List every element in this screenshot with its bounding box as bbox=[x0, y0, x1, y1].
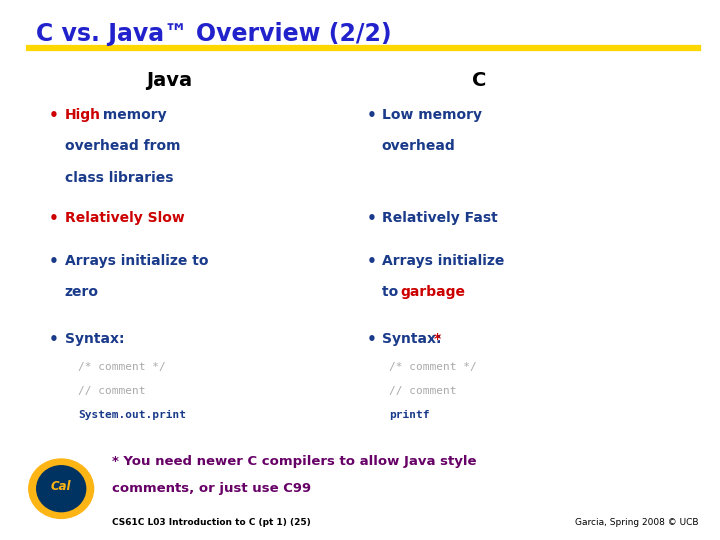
Text: •: • bbox=[49, 108, 59, 123]
Text: Relatively Fast: Relatively Fast bbox=[382, 211, 498, 225]
Text: System.out.print: System.out.print bbox=[78, 410, 186, 421]
Text: to: to bbox=[382, 285, 402, 299]
Text: /* comment */: /* comment */ bbox=[389, 362, 477, 372]
Text: // comment: // comment bbox=[389, 386, 456, 396]
Text: CS61C L03 Introduction to C (pt 1) (25): CS61C L03 Introduction to C (pt 1) (25) bbox=[112, 518, 310, 528]
Text: overhead: overhead bbox=[382, 139, 455, 153]
Text: •: • bbox=[49, 211, 59, 226]
Text: •: • bbox=[367, 211, 377, 226]
Text: Syntax:: Syntax: bbox=[382, 332, 446, 346]
Text: •: • bbox=[367, 108, 377, 123]
Text: printf: printf bbox=[389, 410, 429, 421]
Text: Low memory: Low memory bbox=[382, 108, 482, 122]
Ellipse shape bbox=[29, 459, 94, 518]
Text: Cal: Cal bbox=[51, 480, 71, 492]
Text: comments, or just use C99: comments, or just use C99 bbox=[112, 482, 311, 495]
Text: •: • bbox=[49, 332, 59, 347]
Text: Java: Java bbox=[146, 71, 192, 90]
Text: *: * bbox=[433, 332, 441, 346]
Text: Garcia, Spring 2008 © UCB: Garcia, Spring 2008 © UCB bbox=[575, 518, 698, 528]
Text: •: • bbox=[367, 254, 377, 269]
Text: class libraries: class libraries bbox=[65, 171, 174, 185]
Text: memory: memory bbox=[98, 108, 166, 122]
Text: overhead from: overhead from bbox=[65, 139, 180, 153]
Text: •: • bbox=[367, 332, 377, 347]
Ellipse shape bbox=[37, 465, 86, 512]
Text: Relatively Slow: Relatively Slow bbox=[65, 211, 184, 225]
Text: Syntax:: Syntax: bbox=[65, 332, 125, 346]
Text: C: C bbox=[472, 71, 486, 90]
Text: garbage: garbage bbox=[400, 285, 465, 299]
Text: Arrays initialize: Arrays initialize bbox=[382, 254, 504, 268]
Text: High: High bbox=[65, 108, 101, 122]
Text: // comment: // comment bbox=[78, 386, 145, 396]
Text: •: • bbox=[49, 254, 59, 269]
Text: C vs. Java™ Overview (2/2): C vs. Java™ Overview (2/2) bbox=[36, 22, 392, 45]
Text: /* comment */: /* comment */ bbox=[78, 362, 166, 372]
Text: zero: zero bbox=[65, 285, 99, 299]
Text: Arrays initialize to: Arrays initialize to bbox=[65, 254, 208, 268]
Text: * You need newer C compilers to allow Java style: * You need newer C compilers to allow Ja… bbox=[112, 455, 476, 468]
